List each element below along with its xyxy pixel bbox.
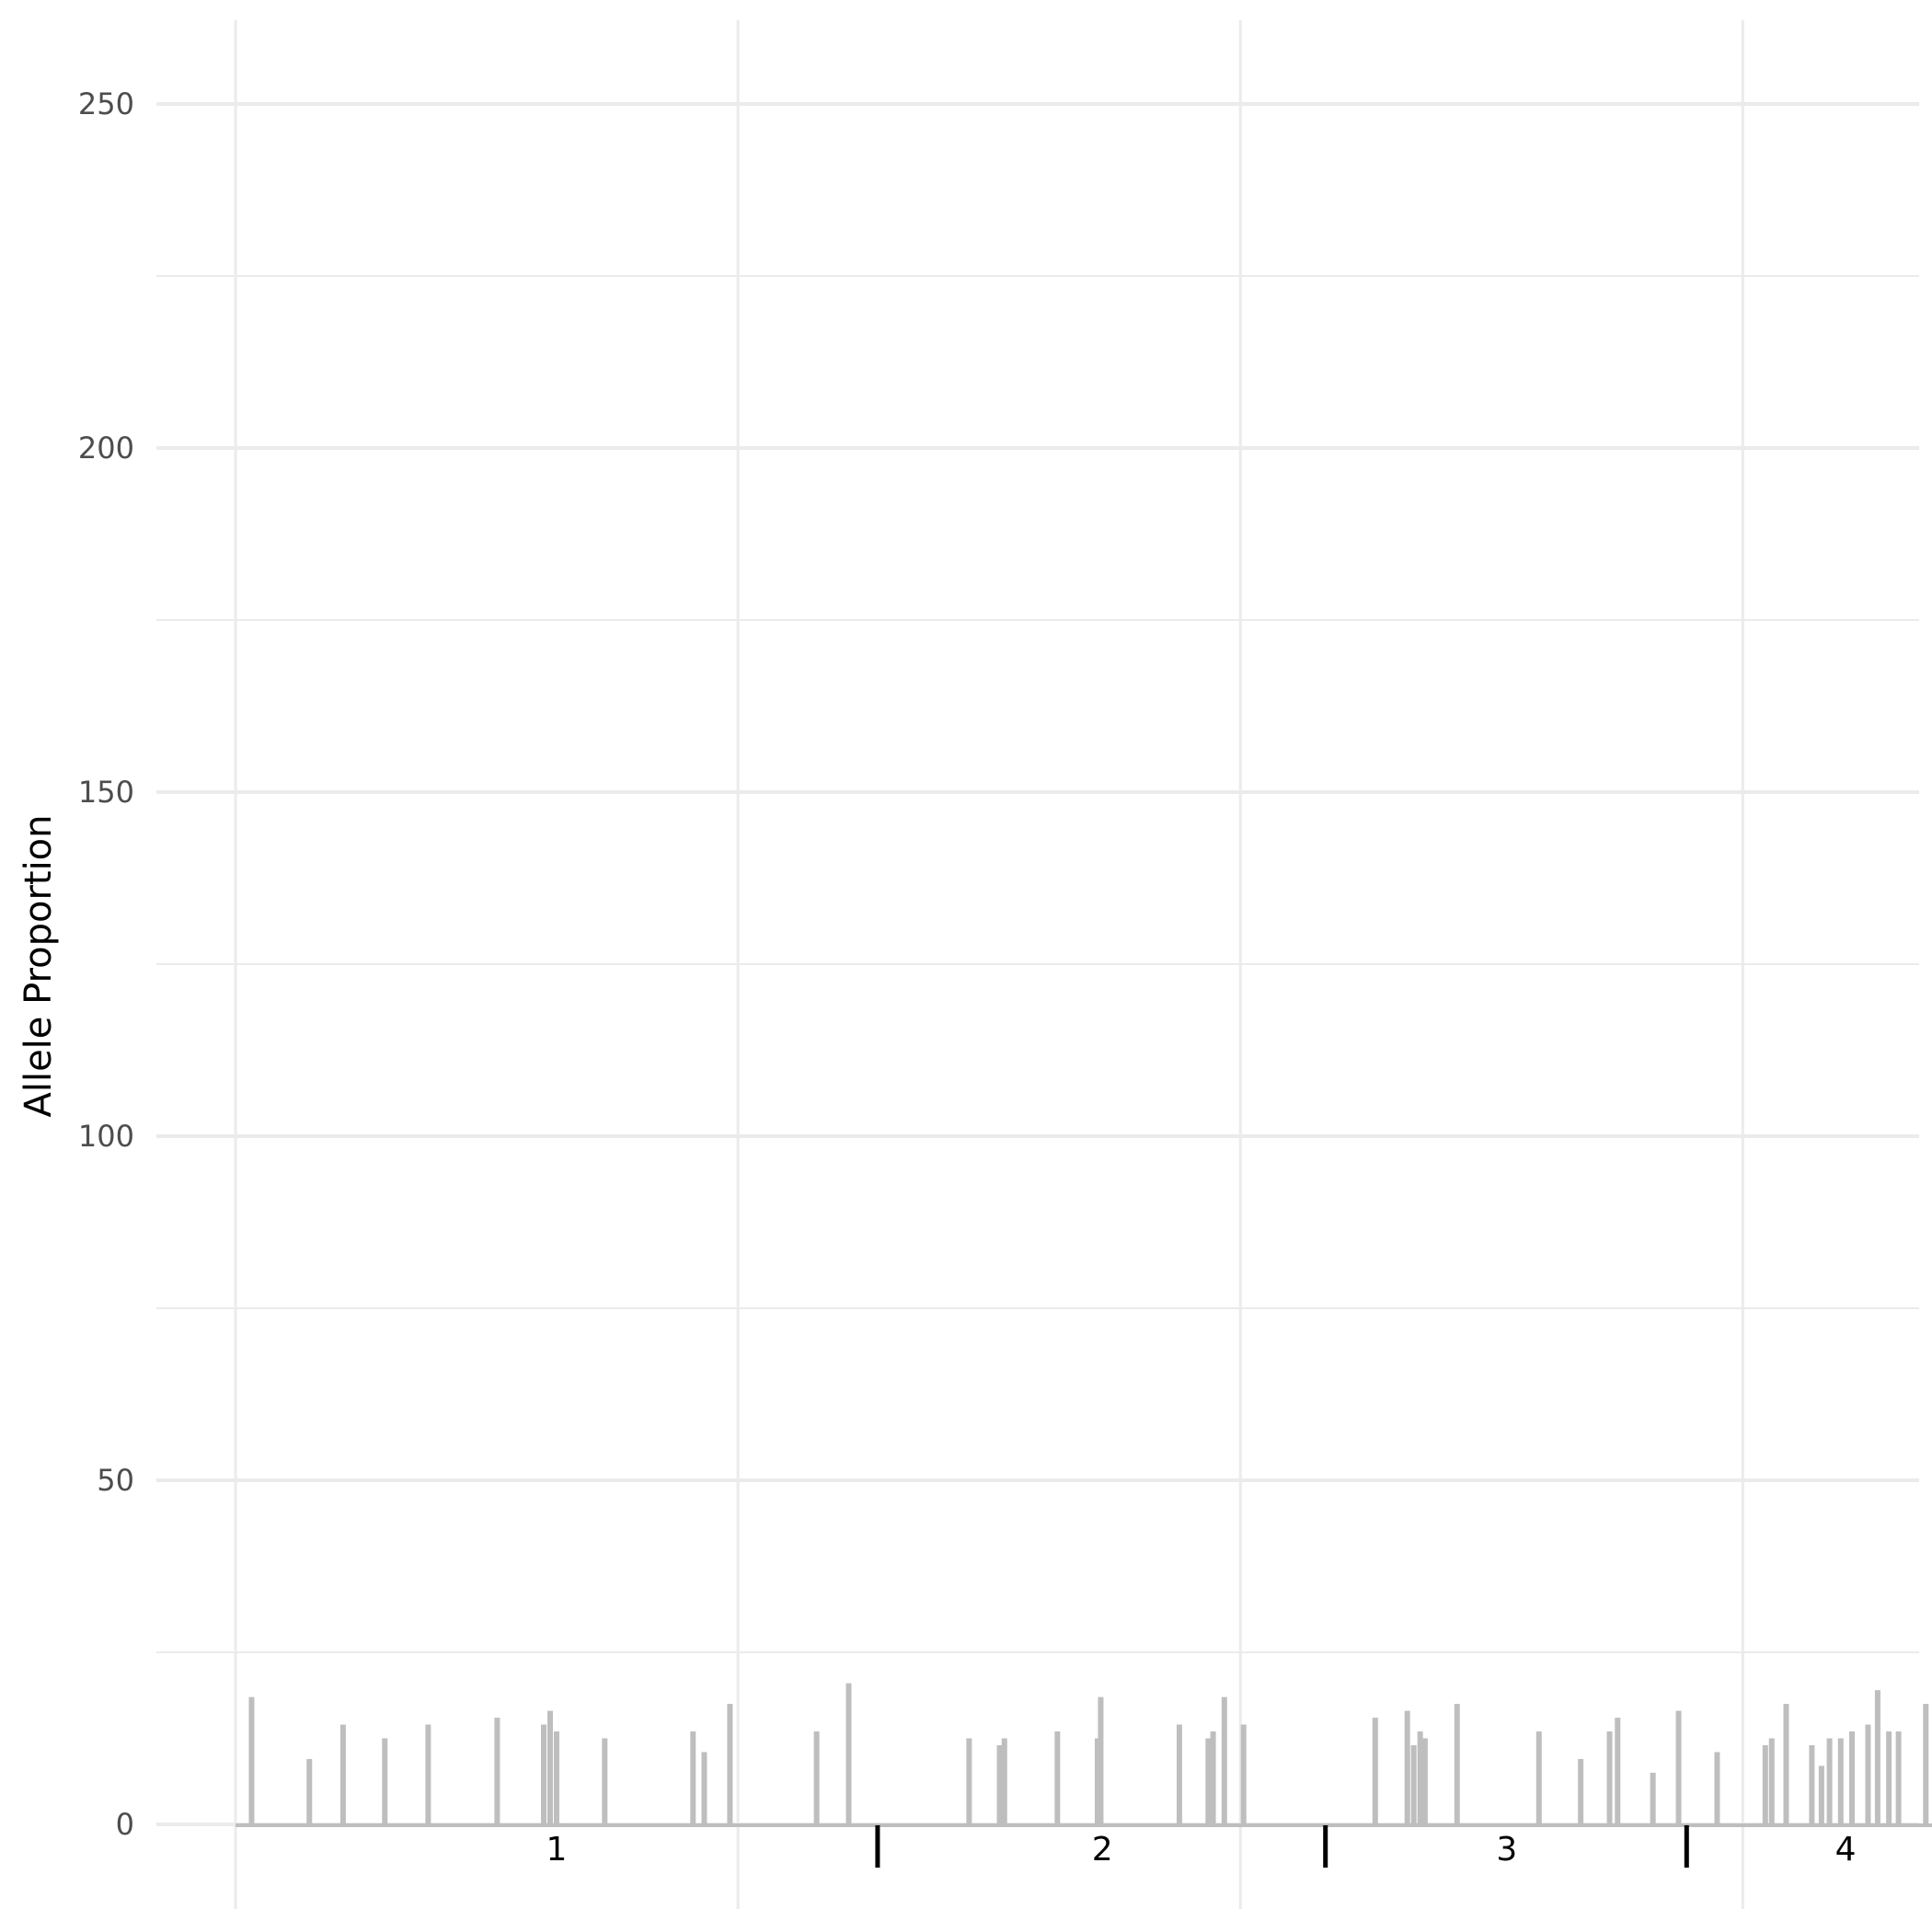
bar [1240,1724,1247,1824]
bar [1818,1765,1824,1824]
y-tick-label: 150 [78,775,134,810]
bar [813,1731,820,1824]
y-tick-label: 100 [78,1119,134,1154]
bars [248,1683,1929,1824]
bar [1895,1731,1902,1824]
bar [1826,1738,1833,1824]
bar [339,1724,346,1824]
y-tick-label: 50 [97,1463,134,1498]
bar [1176,1724,1182,1824]
bar [1809,1744,1815,1824]
bar [1865,1724,1871,1824]
bar [1421,1738,1428,1824]
bar [1001,1738,1007,1824]
bar [1054,1731,1061,1824]
bar [1714,1752,1720,1824]
bar [1768,1738,1775,1824]
y-tick-labels: 0 50 100 150 200 250 [78,86,134,1842]
bar [1210,1731,1216,1824]
bar [1372,1718,1378,1824]
bar [1417,1731,1423,1824]
bar [1578,1758,1584,1824]
bar [602,1738,608,1824]
bar [1221,1696,1227,1824]
bar [546,1710,553,1824]
bar [1923,1704,1929,1824]
y-tick-label: 0 [116,1807,134,1842]
y-tick-label: 250 [78,86,134,121]
bar [1535,1731,1542,1824]
bar [996,1744,1003,1824]
bar [1762,1744,1768,1824]
bar [382,1738,388,1824]
bar [553,1731,559,1824]
bar [966,1738,972,1824]
gridlines [156,20,1919,1909]
bar [1098,1696,1104,1824]
segment-label: 4 [1835,1831,1857,1869]
bar [1675,1710,1682,1824]
bar [1606,1731,1613,1824]
bar [1094,1738,1100,1824]
bar [1410,1744,1417,1824]
bar [1849,1731,1856,1824]
bar [306,1758,313,1824]
y-tick-label: 200 [78,431,134,466]
bar [1205,1738,1212,1824]
bar [1886,1731,1892,1824]
bar [1615,1718,1621,1824]
segment-label: 1 [546,1831,568,1869]
segment-label: 3 [1496,1831,1517,1869]
y-axis-title: Allele Proportion [17,814,60,1117]
bar [1454,1704,1460,1824]
bar [541,1724,547,1824]
bar [494,1718,500,1824]
bar [701,1752,707,1824]
bar [1783,1704,1789,1824]
bar [727,1704,733,1824]
bar [1837,1738,1844,1824]
segment-labels: 1234567R [546,1825,1857,1869]
bar [248,1696,255,1824]
bar [1650,1772,1656,1824]
bar [690,1731,696,1824]
bar [1874,1690,1880,1824]
bar [1404,1710,1410,1824]
bar [425,1724,431,1824]
segment-label: 2 [1092,1831,1113,1869]
bar [845,1683,852,1824]
